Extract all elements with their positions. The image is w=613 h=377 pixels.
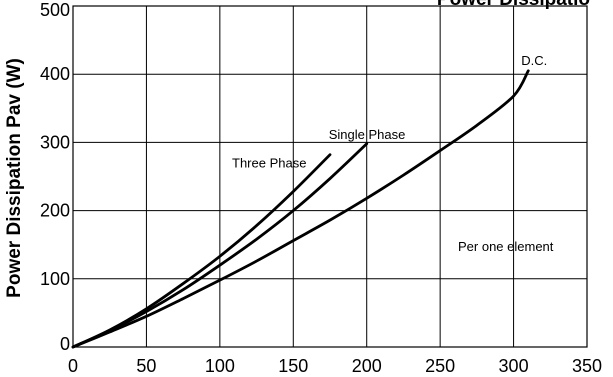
annotation-per-one-element: Per one element xyxy=(458,239,554,254)
series-line-d-c xyxy=(71,69,530,349)
y-axis-label: Power Dissipation Pav (W) xyxy=(4,58,25,298)
y-tick-label-400: 400 xyxy=(40,64,70,84)
series-curves xyxy=(71,69,530,349)
series-labels: Three Phase Single Phase D.C. xyxy=(232,53,547,171)
x-tick-label-300: 300 xyxy=(499,356,529,376)
x-tick-labels: 0 50 100 150 200 250 300 350 xyxy=(68,356,602,376)
x-tick-label-150: 150 xyxy=(278,356,308,376)
series-line-single-phase xyxy=(71,142,369,349)
x-tick-label-0: 0 xyxy=(68,356,78,376)
x-tick-label-250: 250 xyxy=(425,356,455,376)
y-tick-label-0: 0 xyxy=(60,334,70,354)
series-line-three-phase xyxy=(71,153,332,349)
series-label-single-phase: Single Phase xyxy=(329,127,406,142)
plot-frame xyxy=(72,5,588,348)
series-label-three-phase: Three Phase xyxy=(232,156,306,171)
y-tick-label-300: 300 xyxy=(40,132,70,152)
x-tick-label-50: 50 xyxy=(136,356,156,376)
grid xyxy=(73,6,587,347)
y-tick-label-200: 200 xyxy=(40,201,70,221)
y-tick-label-100: 100 xyxy=(40,269,70,289)
x-tick-label-100: 100 xyxy=(205,356,235,376)
chart-title-fragment: Power Dissipatio xyxy=(437,0,590,10)
series-label-d-c: D.C. xyxy=(521,53,547,68)
y-tick-label-500: 500 xyxy=(40,0,70,20)
x-tick-label-350: 350 xyxy=(572,356,602,376)
y-tick-labels: 0 100 200 300 400 500 xyxy=(40,0,70,354)
x-tick-label-200: 200 xyxy=(352,356,382,376)
